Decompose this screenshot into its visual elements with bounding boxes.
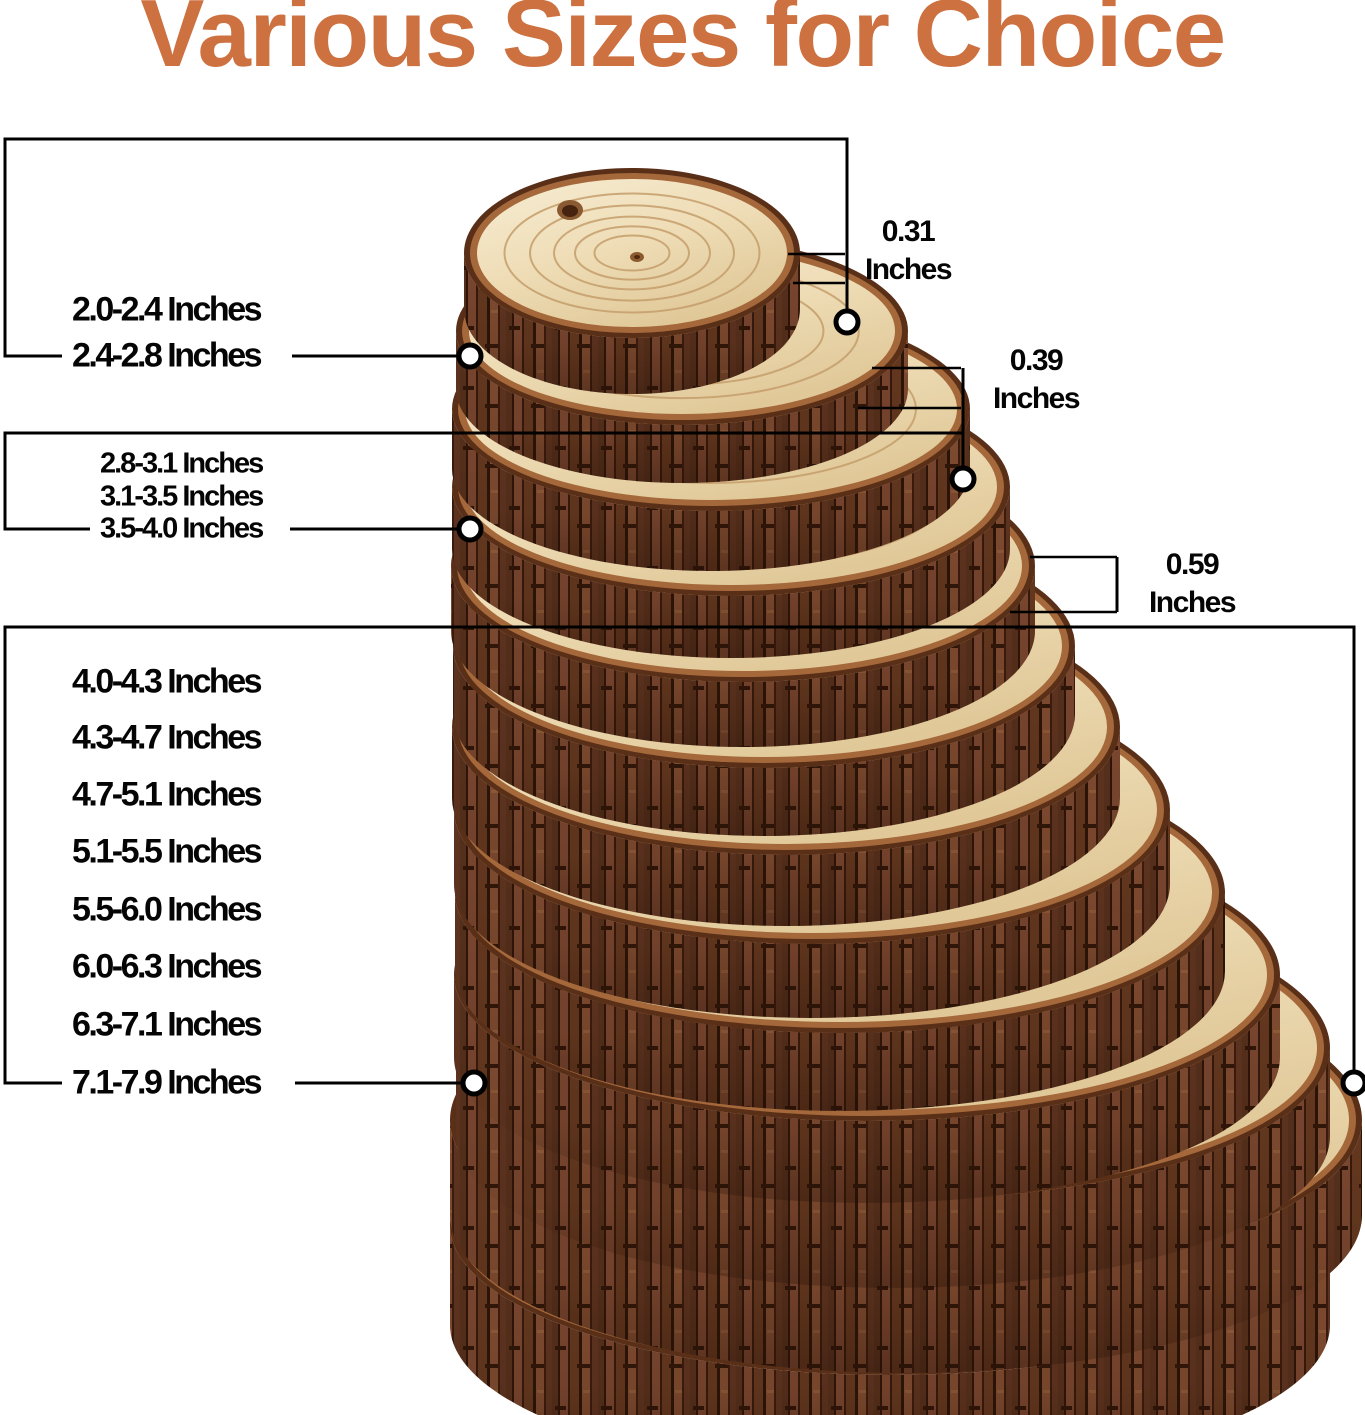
size-label-4.7-5.1: 4.7-5.1 Inches [72, 775, 263, 814]
bracket-group2 [3, 431, 963, 531]
wood-slice [464, 168, 800, 394]
size-label-5.5-6.0: 5.5-6.0 Inches [72, 890, 263, 929]
leader-dot [460, 1069, 488, 1097]
size-label-4.3-4.7: 4.3-4.7 Inches [72, 718, 263, 757]
size-label-7.1-7.9: 7.1-7.9 Inches [72, 1063, 263, 1102]
leader-dot [1340, 1069, 1365, 1097]
size-label-6.0-6.3: 6.0-6.3 Inches [72, 947, 263, 986]
annotation-lines [3, 137, 1365, 1097]
thickness-value: 0.39 [1009, 344, 1064, 377]
size-label-2.4-2.8: 2.4-2.8 Inches [72, 336, 263, 375]
bracket-group3 [3, 625, 1356, 1085]
thickness-label-0.39: 0.39 Inches [992, 342, 1081, 418]
bracket-group1 [3, 137, 849, 358]
size-label-2.0-2.4: 2.0-2.4 Inches [72, 290, 263, 329]
leader-dot [949, 465, 977, 493]
leader-dot [456, 515, 484, 543]
thickness-label-0.31: 0.31 Inches [864, 213, 953, 289]
size-label-4.0-4.3: 4.0-4.3 Inches [72, 662, 263, 701]
thickness-unit: Inches [992, 382, 1081, 415]
size-label-3.1-3.5: 3.1-3.5 Inches [100, 480, 264, 513]
size-label-6.3-7.1: 6.3-7.1 Inches [72, 1005, 263, 1044]
thickness-unit: Inches [1148, 586, 1237, 619]
thickness-value: 0.31 [881, 215, 936, 248]
size-label-2.8-3.1: 2.8-3.1 Inches [100, 447, 264, 480]
page-title: Various Sizes for Choice [140, 0, 1226, 87]
leader-dot [833, 308, 861, 336]
thickness-label-0.59: 0.59 Inches [1148, 546, 1237, 622]
wood-stack [450, 168, 1362, 1415]
size-label-5.1-5.5: 5.1-5.5 Inches [72, 832, 263, 871]
leader-dot [456, 342, 484, 370]
size-label-3.5-4.0: 3.5-4.0 Inches [100, 512, 264, 545]
thickness-unit: Inches [864, 253, 953, 286]
thickness-value: 0.59 [1165, 548, 1220, 581]
